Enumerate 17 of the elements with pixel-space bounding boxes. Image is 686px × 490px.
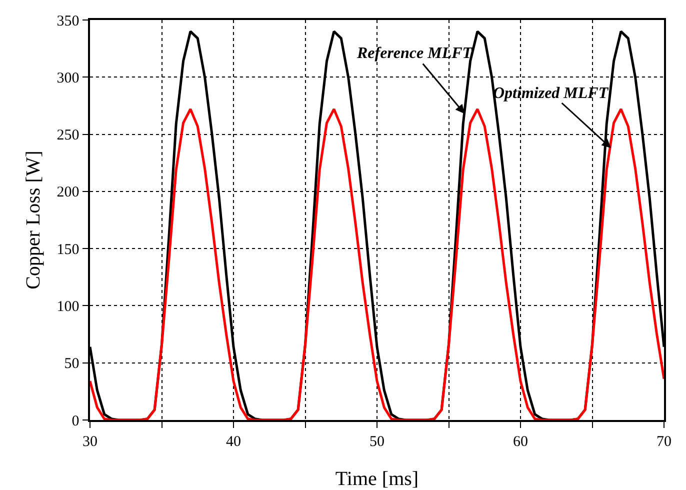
y-tick-label: 50 (64, 356, 80, 372)
x-tick-label: 70 (656, 434, 672, 450)
x-tick-label: 30 (82, 434, 98, 450)
y-axis-title: Copper Loss [W] (22, 150, 44, 290)
y-tick-label: 250 (56, 128, 80, 144)
line-series (90, 108, 664, 420)
y-tick-label: 100 (56, 298, 80, 315)
y-tick-label: 300 (56, 70, 80, 86)
y-tick-label: 200 (56, 184, 80, 201)
x-axis-title: Time [ms] (335, 468, 419, 490)
y-tick-label: 150 (56, 242, 80, 258)
x-tick-label: 40 (226, 434, 241, 450)
y-tick-label: 350 (56, 13, 80, 30)
annotation: Optimized MLFT (493, 85, 610, 102)
y-tick-label: 0 (72, 413, 80, 430)
x-tick-label: 60 (513, 434, 528, 450)
x-tick-label: 50 (370, 434, 384, 450)
